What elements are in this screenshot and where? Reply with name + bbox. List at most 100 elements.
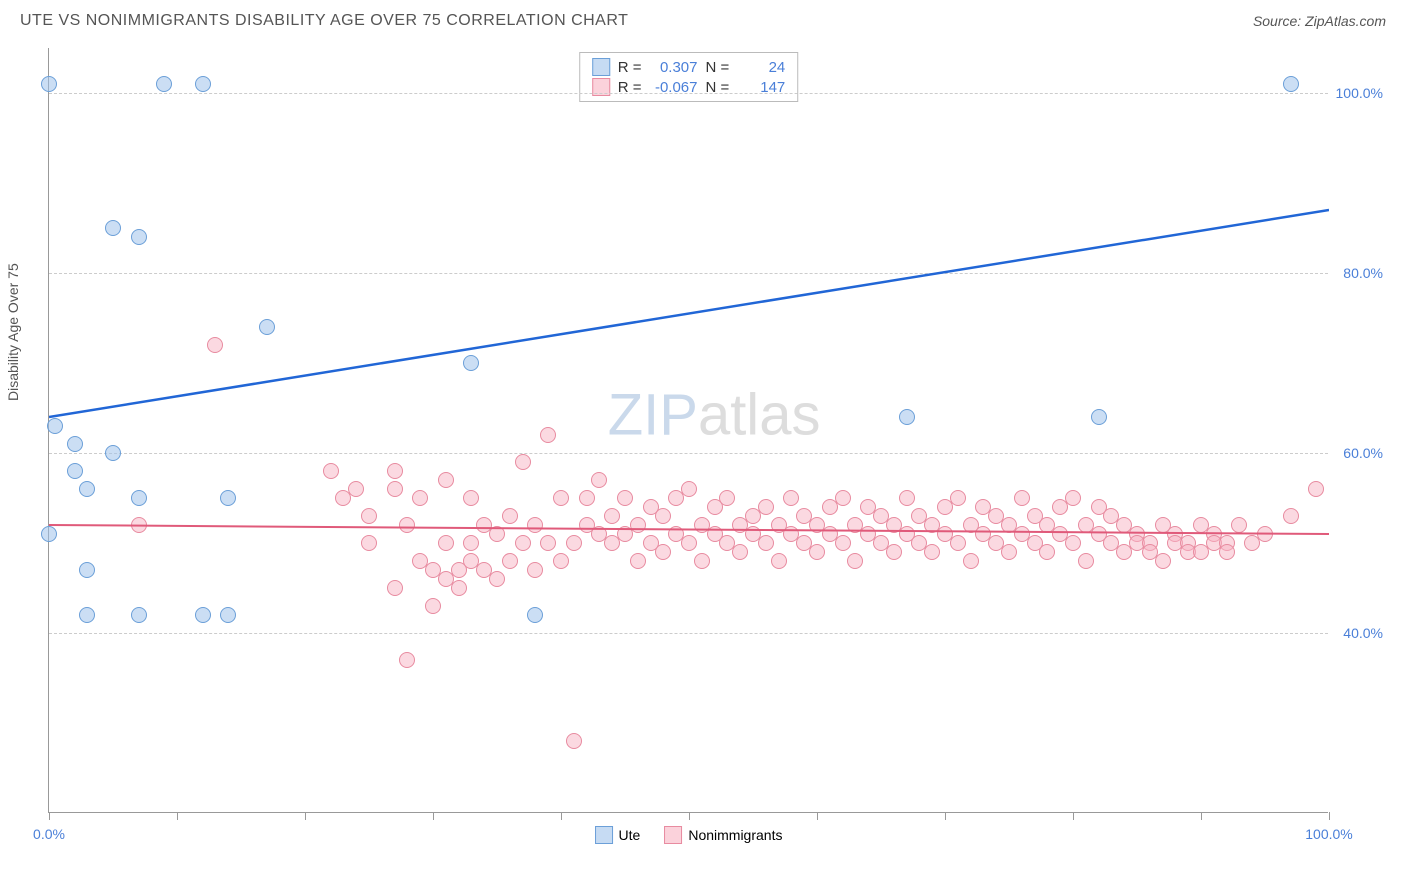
scatter-point-pink xyxy=(540,535,556,551)
scatter-point-pink xyxy=(399,517,415,533)
xtick xyxy=(433,812,434,820)
scatter-point-pink xyxy=(809,544,825,560)
scatter-point-pink xyxy=(438,535,454,551)
swatch-blue-2 xyxy=(595,826,613,844)
scatter-point-pink xyxy=(463,535,479,551)
scatter-point-pink xyxy=(1308,481,1324,497)
scatter-point-pink xyxy=(566,733,582,749)
scatter-point-blue xyxy=(156,76,172,92)
scatter-point-pink xyxy=(694,553,710,569)
scatter-point-pink xyxy=(950,490,966,506)
scatter-point-pink xyxy=(950,535,966,551)
scatter-point-pink xyxy=(1014,490,1030,506)
scatter-point-blue xyxy=(41,76,57,92)
legend-item-nonimm: Nonimmigrants xyxy=(664,826,782,844)
scatter-point-pink xyxy=(387,580,403,596)
xtick xyxy=(1073,812,1074,820)
scatter-point-pink xyxy=(207,337,223,353)
blue-r-value: 0.307 xyxy=(650,59,698,76)
blue-n-value: 24 xyxy=(737,59,785,76)
scatter-point-pink xyxy=(463,490,479,506)
ytick-label: 40.0% xyxy=(1343,625,1383,641)
xtick xyxy=(1201,812,1202,820)
scatter-point-blue xyxy=(79,562,95,578)
scatter-point-blue xyxy=(41,526,57,542)
scatter-point-pink xyxy=(502,508,518,524)
xtick xyxy=(561,812,562,820)
scatter-point-pink xyxy=(489,571,505,587)
ytick-label: 60.0% xyxy=(1343,445,1383,461)
gridline-h xyxy=(49,633,1328,634)
scatter-point-pink xyxy=(1065,490,1081,506)
swatch-pink-2 xyxy=(664,826,682,844)
scatter-point-pink xyxy=(1001,544,1017,560)
scatter-point-pink xyxy=(1231,517,1247,533)
swatch-blue xyxy=(592,58,610,76)
scatter-point-blue xyxy=(67,436,83,452)
scatter-point-blue xyxy=(131,229,147,245)
scatter-point-pink xyxy=(899,490,915,506)
scatter-point-pink xyxy=(566,535,582,551)
scatter-point-blue xyxy=(259,319,275,335)
scatter-point-blue xyxy=(67,463,83,479)
scatter-point-blue xyxy=(79,481,95,497)
scatter-point-pink xyxy=(655,544,671,560)
correlation-legend: R = 0.307 N = 24 R = -0.067 N = 147 xyxy=(579,52,799,102)
scatter-point-pink xyxy=(451,580,467,596)
legend-nonimm-label: Nonimmigrants xyxy=(688,827,782,843)
scatter-point-pink xyxy=(399,652,415,668)
xtick-label: 100.0% xyxy=(1305,826,1352,842)
xtick xyxy=(177,812,178,820)
scatter-point-pink xyxy=(387,481,403,497)
watermark: ZIPatlas xyxy=(608,381,821,448)
trend-line-blue xyxy=(49,210,1329,417)
xtick xyxy=(945,812,946,820)
scatter-point-pink xyxy=(361,508,377,524)
legend-ute-label: Ute xyxy=(619,827,641,843)
scatter-point-blue xyxy=(527,607,543,623)
scatter-point-pink xyxy=(758,535,774,551)
xtick xyxy=(817,812,818,820)
scatter-point-pink xyxy=(630,517,646,533)
scatter-point-blue xyxy=(105,220,121,236)
scatter-point-pink xyxy=(1078,553,1094,569)
scatter-point-pink xyxy=(835,535,851,551)
scatter-point-pink xyxy=(579,490,595,506)
scatter-point-pink xyxy=(515,535,531,551)
scatter-point-pink xyxy=(1257,526,1273,542)
scatter-point-blue xyxy=(105,445,121,461)
scatter-point-pink xyxy=(131,517,147,533)
scatter-point-blue xyxy=(47,418,63,434)
scatter-point-pink xyxy=(527,517,543,533)
scatter-point-pink xyxy=(847,553,863,569)
gridline-h xyxy=(49,453,1328,454)
chart-header: UTE VS NONIMMIGRANTS DISABILITY AGE OVER… xyxy=(0,0,1406,38)
xtick xyxy=(49,812,50,820)
scatter-point-blue xyxy=(1091,409,1107,425)
trend-lines xyxy=(49,48,1329,813)
ytick-label: 100.0% xyxy=(1336,85,1383,101)
scatter-point-pink xyxy=(886,544,902,560)
scatter-point-pink xyxy=(489,526,505,542)
gridline-h xyxy=(49,273,1328,274)
scatter-point-pink xyxy=(438,472,454,488)
scatter-point-pink xyxy=(348,481,364,497)
scatter-point-pink xyxy=(617,490,633,506)
scatter-point-blue xyxy=(195,76,211,92)
legend-item-ute: Ute xyxy=(595,826,641,844)
scatter-point-pink xyxy=(963,553,979,569)
plot-area: ZIPatlas R = 0.307 N = 24 R = -0.067 N =… xyxy=(48,48,1328,813)
xtick xyxy=(305,812,306,820)
xtick xyxy=(1329,812,1330,820)
n-label: N = xyxy=(706,59,730,76)
gridline-h xyxy=(49,93,1328,94)
scatter-point-pink xyxy=(719,490,735,506)
xtick xyxy=(689,812,690,820)
scatter-point-pink xyxy=(924,544,940,560)
scatter-point-pink xyxy=(630,553,646,569)
scatter-point-pink xyxy=(732,544,748,560)
scatter-point-pink xyxy=(591,472,607,488)
scatter-point-pink xyxy=(1155,553,1171,569)
legend-row-pink: R = -0.067 N = 147 xyxy=(592,77,786,97)
watermark-zip: ZIP xyxy=(608,382,698,447)
